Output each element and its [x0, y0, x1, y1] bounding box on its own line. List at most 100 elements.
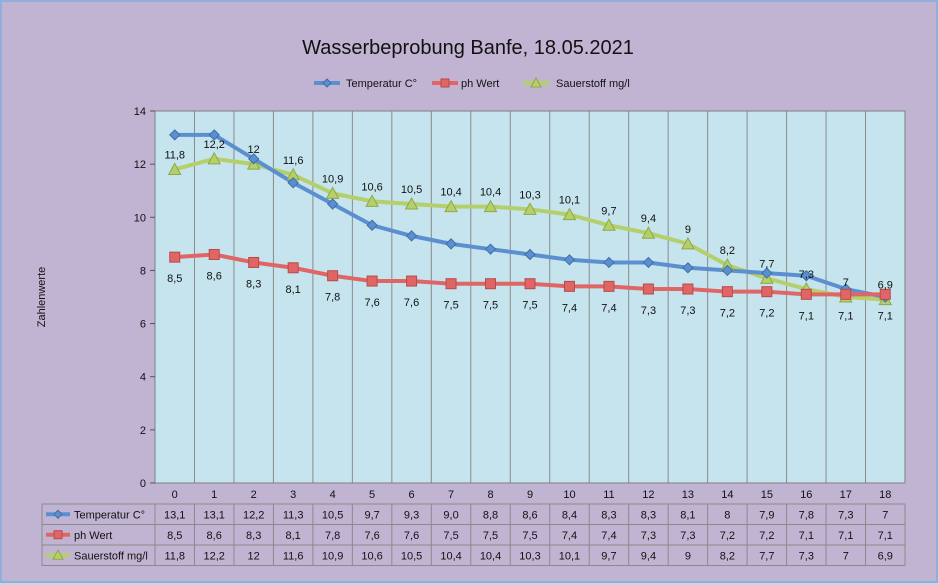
- data-table-cell: 8,2: [720, 550, 735, 562]
- x-tick-label: 12: [642, 489, 654, 501]
- data-table-cell: 7,8: [325, 530, 340, 542]
- data-label: 8,1: [286, 284, 301, 296]
- data-label: 12: [248, 144, 260, 156]
- data-label: 8,6: [207, 270, 222, 282]
- data-table-cell: 12,2: [203, 550, 224, 562]
- data-table-cell: 10,5: [322, 509, 343, 521]
- data-label: 10,5: [401, 184, 422, 196]
- data-table-cell: 7,1: [838, 530, 853, 542]
- data-point: [641, 226, 656, 239]
- data-label: 7,1: [799, 310, 814, 322]
- x-tick-label: 5: [369, 489, 375, 501]
- y-tick-label: 10: [134, 212, 146, 224]
- data-table-legend-marker: [53, 530, 63, 540]
- data-label: 7,2: [720, 308, 735, 320]
- data-label: 7,5: [443, 300, 458, 312]
- data-label: 7,4: [562, 302, 577, 314]
- data-label: 7,8: [325, 292, 340, 304]
- data-table-cell: 8,6: [207, 530, 222, 542]
- data-label: 7,7: [759, 258, 774, 270]
- data-point: [563, 280, 575, 292]
- y-tick-label: 6: [140, 319, 146, 331]
- data-point: [404, 196, 419, 210]
- data-table-cell: 8: [724, 509, 730, 521]
- data-table-legend-marker: [52, 549, 64, 560]
- data-table-cell: 7,3: [838, 509, 853, 521]
- data-label: 7,3: [641, 305, 656, 317]
- data-point: [721, 286, 733, 298]
- data-table-cell: 8,6: [522, 509, 537, 521]
- data-label: 7,3: [680, 305, 695, 317]
- data-label: 10,9: [322, 173, 343, 185]
- data-point: [365, 194, 379, 207]
- data-table-cell: 7,5: [443, 530, 458, 542]
- data-table-cell: 7,8: [799, 509, 814, 521]
- data-table-cell: 10,4: [480, 550, 501, 562]
- data-point: [445, 238, 457, 250]
- data-label: 9,7: [601, 205, 616, 217]
- data-table-cell: 7,2: [720, 530, 735, 542]
- data-point: [208, 248, 220, 260]
- data-point: [879, 288, 891, 300]
- data-point: [682, 283, 694, 295]
- y-tick-label: 8: [140, 265, 146, 277]
- data-table-cell: 8,5: [167, 530, 182, 542]
- data-label: 7,5: [483, 300, 498, 312]
- data-label: 7,6: [364, 297, 379, 309]
- data-table-cell: 7,4: [601, 530, 616, 542]
- data-point: [642, 256, 655, 269]
- data-point: [485, 278, 497, 290]
- data-label: 11,8: [164, 149, 185, 161]
- data-point: [761, 286, 773, 298]
- data-table-cell: 13,1: [203, 509, 224, 521]
- data-table-cell: 7,3: [641, 530, 656, 542]
- data-label: 7,3: [799, 269, 814, 281]
- data-table-cell: 7: [843, 550, 849, 562]
- data-point: [247, 153, 260, 165]
- data-table-cell: 12,2: [243, 509, 264, 521]
- data-table-cell: 7,3: [799, 550, 814, 562]
- x-tick-label: 11: [603, 489, 614, 501]
- data-table-cell: 10,3: [519, 550, 540, 562]
- data-table-cell: 10,4: [440, 550, 461, 562]
- data-table-cell: 7,5: [483, 530, 498, 542]
- x-tick-label: 14: [721, 489, 733, 501]
- data-table-cell: 8,1: [680, 509, 695, 521]
- data-point: [840, 288, 852, 300]
- data-label: 12,2: [203, 139, 224, 151]
- data-table-cell: 9,3: [404, 509, 419, 521]
- data-point: [563, 254, 576, 266]
- data-table-cell: 8,8: [483, 509, 498, 521]
- data-table-border: [41, 503, 906, 566]
- x-tick-label: 0: [172, 489, 178, 501]
- data-point: [169, 129, 181, 141]
- x-tick-label: 13: [682, 489, 694, 501]
- data-label: 10,4: [440, 187, 461, 199]
- x-tick-label: 8: [487, 489, 493, 501]
- x-tick-label: 2: [251, 489, 257, 501]
- data-point: [287, 262, 299, 274]
- data-point: [603, 280, 615, 292]
- data-table-cell: 6,9: [878, 550, 893, 562]
- x-tick-label: 7: [448, 489, 454, 501]
- data-table-series-name: Sauerstoff mg/l: [74, 550, 148, 562]
- data-table-cell: 10,9: [322, 550, 343, 562]
- data-label: 8,3: [246, 278, 261, 290]
- x-tick-label: 15: [761, 489, 773, 501]
- data-point: [248, 256, 260, 268]
- data-table-cell: 11,8: [164, 550, 185, 562]
- data-table-cell: 7,1: [799, 530, 814, 542]
- data-point: [207, 151, 222, 165]
- data-point: [483, 199, 498, 213]
- data-table-cell: 7,5: [522, 530, 537, 542]
- data-label: 7,1: [838, 310, 853, 322]
- legend-label: ph Wert: [461, 78, 499, 90]
- data-table-cell: 7,6: [404, 530, 419, 542]
- data-table-cell: 10,1: [559, 550, 580, 562]
- data-label: 10,3: [519, 189, 540, 201]
- data-point: [562, 207, 577, 221]
- y-tick-label: 12: [134, 159, 146, 171]
- data-label: 11,6: [283, 155, 304, 167]
- data-table-cell: 8,3: [246, 530, 261, 542]
